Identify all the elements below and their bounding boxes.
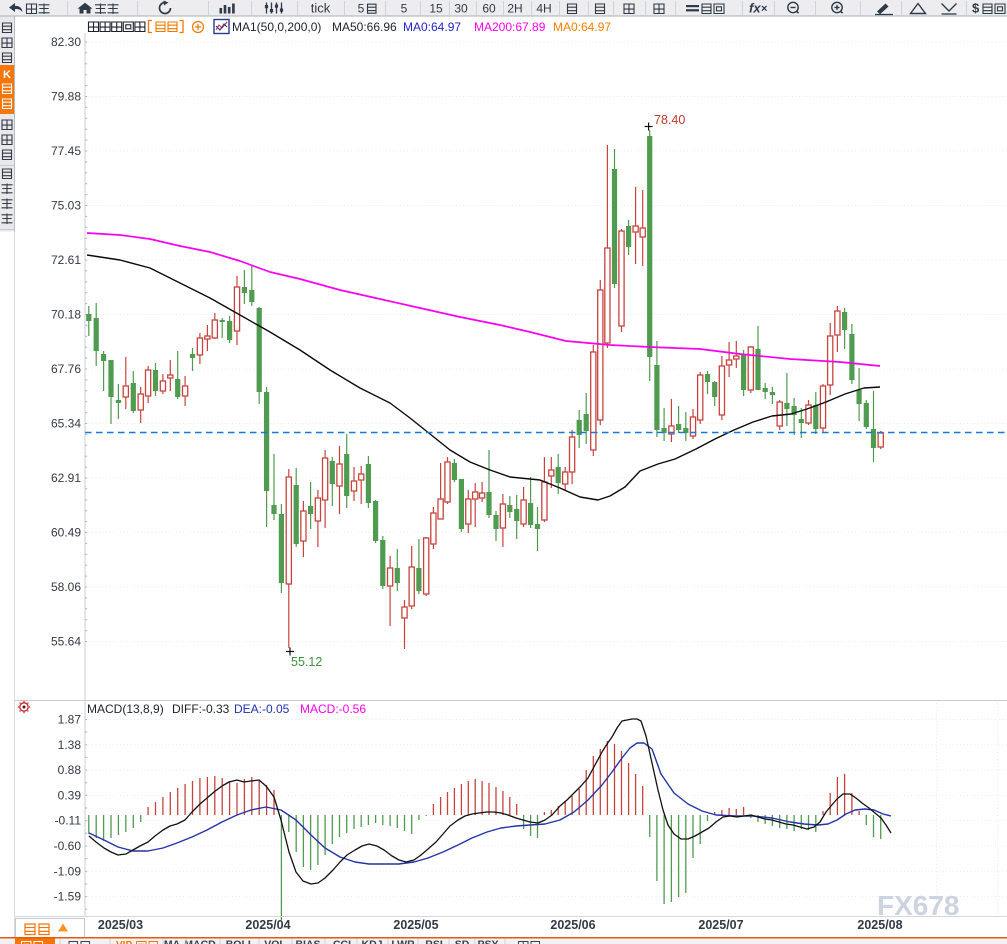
svg-text:30: 30 <box>454 2 468 16</box>
svg-text:55.12: 55.12 <box>291 655 322 669</box>
svg-text:DIFF:-0.33: DIFF:-0.33 <box>172 702 230 716</box>
svg-text:K: K <box>3 69 11 81</box>
svg-text:PSY: PSY <box>477 939 498 944</box>
svg-text:5: 5 <box>401 2 408 16</box>
svg-text:67.76: 67.76 <box>51 362 81 376</box>
svg-text:BOLL: BOLL <box>226 939 255 944</box>
svg-text:LWR: LWR <box>391 939 415 944</box>
svg-text:58.06: 58.06 <box>51 580 81 594</box>
svg-text:MACD(13,8,9): MACD(13,8,9) <box>87 702 164 716</box>
svg-text:78.40: 78.40 <box>654 113 685 127</box>
svg-text:KDJ: KDJ <box>361 939 382 944</box>
svg-text:1.87: 1.87 <box>58 713 82 727</box>
svg-text:2025/08: 2025/08 <box>857 918 902 932</box>
svg-text:MA200:67.89: MA200:67.89 <box>474 20 546 34</box>
svg-text:$: $ <box>972 1 980 16</box>
svg-text:2025/05: 2025/05 <box>393 918 438 932</box>
svg-text:55.64: 55.64 <box>51 635 81 649</box>
svg-text:-0.11: -0.11 <box>55 814 82 828</box>
svg-text:5: 5 <box>358 2 365 16</box>
svg-text:4H: 4H <box>536 2 551 16</box>
svg-text:BIAS: BIAS <box>295 939 320 944</box>
svg-text:MACD: MACD <box>184 939 216 944</box>
svg-text:2025/04: 2025/04 <box>245 918 290 932</box>
svg-text:SD: SD <box>455 939 470 944</box>
svg-text:VIP: VIP <box>116 940 132 944</box>
svg-text:60: 60 <box>482 2 496 16</box>
svg-text:79.88: 79.88 <box>51 90 81 104</box>
svg-text:77.45: 77.45 <box>51 144 81 158</box>
svg-text:MA1(50,0,200,0): MA1(50,0,200,0) <box>232 20 321 34</box>
svg-text:60.49: 60.49 <box>51 526 81 540</box>
svg-text:RSI: RSI <box>425 939 443 944</box>
svg-text:0.88: 0.88 <box>58 763 82 777</box>
svg-text:72.61: 72.61 <box>51 253 81 267</box>
svg-text:×: × <box>761 3 767 15</box>
svg-text:tick: tick <box>311 1 331 16</box>
svg-text:-1.59: -1.59 <box>54 890 82 904</box>
svg-text:VOL: VOL <box>264 939 286 944</box>
svg-text:2025/06: 2025/06 <box>550 918 595 932</box>
svg-text:-0.60: -0.60 <box>54 839 82 853</box>
svg-text:MACD:-0.56: MACD:-0.56 <box>300 702 366 716</box>
svg-text:2025/07: 2025/07 <box>698 918 743 932</box>
svg-text:MA0:64.97: MA0:64.97 <box>553 20 611 34</box>
svg-text:62.91: 62.91 <box>51 471 81 485</box>
svg-text:15: 15 <box>429 2 443 16</box>
svg-text:82.30: 82.30 <box>51 35 81 49</box>
svg-text:2025/03: 2025/03 <box>98 918 143 932</box>
svg-text:75.03: 75.03 <box>51 199 81 213</box>
svg-text:fx: fx <box>749 1 761 16</box>
svg-text:MA: MA <box>164 939 181 944</box>
svg-text:1.38: 1.38 <box>58 738 82 752</box>
svg-text:65.34: 65.34 <box>51 417 81 431</box>
svg-text:CCI: CCI <box>333 939 351 944</box>
svg-text:2H: 2H <box>507 2 522 16</box>
svg-text:MA50:66.96: MA50:66.96 <box>332 20 397 34</box>
svg-text:FX678: FX678 <box>877 890 960 921</box>
svg-text:-1.09: -1.09 <box>54 864 82 878</box>
svg-text:70.18: 70.18 <box>51 308 81 322</box>
svg-text:DEA:-0.05: DEA:-0.05 <box>234 702 290 716</box>
svg-text:0.39: 0.39 <box>58 788 82 802</box>
svg-text:MA0:64.97: MA0:64.97 <box>403 20 461 34</box>
